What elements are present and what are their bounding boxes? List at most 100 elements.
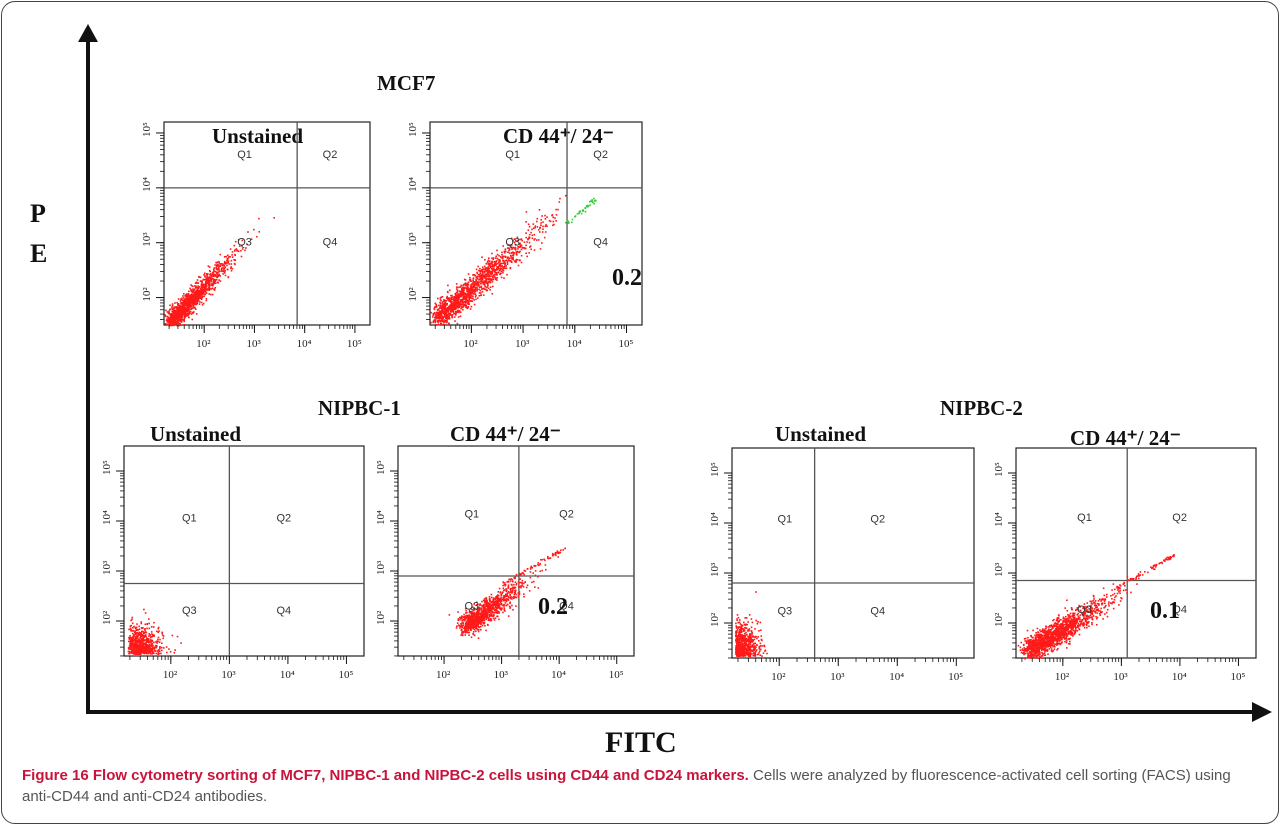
scatter-point: [528, 241, 531, 244]
scatter-point: [436, 314, 438, 317]
scatter-point: [230, 269, 233, 272]
scatter-point: [516, 259, 519, 261]
scatter-point: [148, 641, 150, 643]
scatter-point: [145, 631, 148, 634]
scatter-point: [184, 308, 187, 311]
scatter-point: [221, 263, 224, 265]
scatter-point: [436, 311, 438, 314]
scatter-point: [469, 621, 471, 623]
scatter-point: [519, 259, 521, 261]
y-tick-label: 10²: [407, 287, 419, 302]
scatter-point: [546, 225, 548, 228]
scatter-point: [253, 228, 255, 231]
scatter-point: [544, 214, 546, 217]
scatter-point: [174, 649, 176, 651]
scatter-point: [209, 273, 211, 276]
scatter-point: [466, 611, 468, 614]
scatter-point: [182, 306, 184, 308]
scatter-point: [193, 307, 195, 309]
scatter-point: [216, 261, 219, 264]
scatter-point: [133, 646, 135, 649]
scatter-point: [172, 311, 174, 313]
scatter-point: [193, 303, 196, 306]
scatter-point: [194, 297, 196, 300]
scatter-point: [495, 606, 497, 608]
scatter-point: [483, 283, 486, 285]
scatter-point: [477, 297, 479, 299]
scatter-point: [499, 270, 501, 272]
scatter-point: [495, 596, 497, 598]
scatter-point: [446, 307, 448, 310]
scatter-point: [212, 273, 214, 276]
scatter-point: [529, 246, 531, 248]
x-tick-label: 10⁴: [567, 338, 582, 350]
scatter-point: [534, 238, 536, 240]
scatter-point: [168, 648, 170, 650]
scatter-point: [469, 629, 472, 631]
scatter-point: [188, 302, 191, 305]
y-tick-label: 10³: [375, 560, 387, 575]
scatter-point: [512, 246, 515, 249]
scatter-point: [459, 311, 462, 314]
scatter-point: [460, 307, 463, 309]
scatter-point: [473, 612, 476, 615]
quadrant-label-q1: Q1: [505, 149, 520, 161]
scatter-point: [480, 273, 483, 276]
scatter-point: [490, 607, 493, 609]
scatter-point: [205, 297, 208, 300]
scatter-point: [195, 303, 197, 305]
scatter-point: [493, 613, 495, 616]
scatter-point: [227, 254, 229, 257]
scatter-point: [228, 255, 230, 258]
scatter-point: [139, 635, 142, 637]
scatter-point: [512, 254, 515, 256]
scatter-point: [132, 635, 135, 638]
scatter-point: [514, 596, 516, 598]
scatter-point: [171, 303, 174, 305]
scatter-point: [520, 261, 523, 264]
scatter-point: [471, 295, 474, 297]
scatter-point: [493, 264, 496, 267]
scatter-point: [519, 242, 521, 245]
scatter-point: [141, 630, 143, 633]
scatter-point: [479, 278, 481, 280]
scatter-point: [435, 306, 438, 308]
scatter-point: [142, 631, 144, 633]
scatter-point: [196, 291, 198, 294]
scatter-point: [487, 608, 490, 610]
scatter-point: [200, 294, 202, 297]
scatter-point: [527, 223, 530, 226]
scatter-point: [471, 615, 473, 618]
scatter-point: [493, 603, 495, 605]
scatter-point: [505, 604, 508, 607]
scatter-point: [472, 615, 475, 617]
scatter-point: [201, 288, 203, 291]
scatter-point: [546, 216, 548, 218]
scatter-point: [135, 635, 137, 638]
scatter-point: [462, 298, 464, 301]
scatter-point: [455, 627, 458, 629]
scatter-point: [514, 586, 517, 589]
scatter-point: [159, 646, 161, 649]
scatter-point: [471, 623, 473, 626]
scatter-point: [178, 323, 181, 325]
scatter-point: [462, 284, 464, 287]
scatter-point: [129, 635, 131, 637]
scatter-point: [476, 275, 479, 278]
scatter-point: [477, 621, 479, 623]
scatter-point: [165, 646, 168, 648]
scatter-point: [475, 289, 478, 291]
scatter-point: [210, 288, 213, 290]
scatter-point: [451, 305, 453, 308]
scatter-point: [490, 619, 493, 622]
scatter-point: [460, 303, 462, 306]
scatter-point: [539, 570, 541, 573]
scatter-point: [470, 280, 473, 283]
scatter-point: [437, 315, 440, 318]
scatter-point: [492, 602, 494, 604]
scatter-point: [475, 630, 477, 633]
scatter-point: [171, 307, 173, 310]
scatter-point: [156, 645, 158, 648]
scatter-point: [457, 307, 459, 309]
scatter-point: [486, 603, 488, 606]
